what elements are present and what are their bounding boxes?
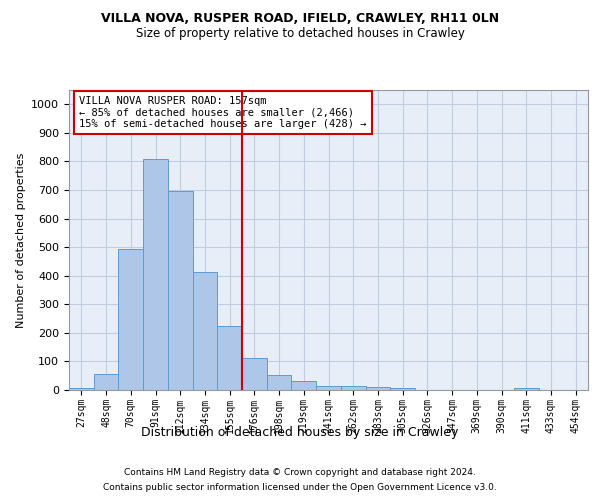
Bar xyxy=(365,387,390,390)
Bar xyxy=(316,386,341,390)
Bar xyxy=(514,388,539,390)
Text: Contains HM Land Registry data © Crown copyright and database right 2024.: Contains HM Land Registry data © Crown c… xyxy=(124,468,476,477)
Bar xyxy=(292,380,316,390)
Bar xyxy=(217,326,242,390)
Text: Distribution of detached houses by size in Crawley: Distribution of detached houses by size … xyxy=(142,426,458,439)
Y-axis label: Number of detached properties: Number of detached properties xyxy=(16,152,26,328)
Bar xyxy=(267,375,292,390)
Bar xyxy=(143,160,168,390)
Text: VILLA NOVA RUSPER ROAD: 157sqm
← 85% of detached houses are smaller (2,466)
15% : VILLA NOVA RUSPER ROAD: 157sqm ← 85% of … xyxy=(79,96,367,129)
Bar xyxy=(118,248,143,390)
Bar xyxy=(341,386,365,390)
Bar xyxy=(390,388,415,390)
Text: VILLA NOVA, RUSPER ROAD, IFIELD, CRAWLEY, RH11 0LN: VILLA NOVA, RUSPER ROAD, IFIELD, CRAWLEY… xyxy=(101,12,499,26)
Bar xyxy=(69,388,94,390)
Text: Size of property relative to detached houses in Crawley: Size of property relative to detached ho… xyxy=(136,28,464,40)
Bar xyxy=(94,374,118,390)
Text: Contains public sector information licensed under the Open Government Licence v3: Contains public sector information licen… xyxy=(103,483,497,492)
Bar xyxy=(242,358,267,390)
Bar xyxy=(193,272,217,390)
Bar xyxy=(168,192,193,390)
